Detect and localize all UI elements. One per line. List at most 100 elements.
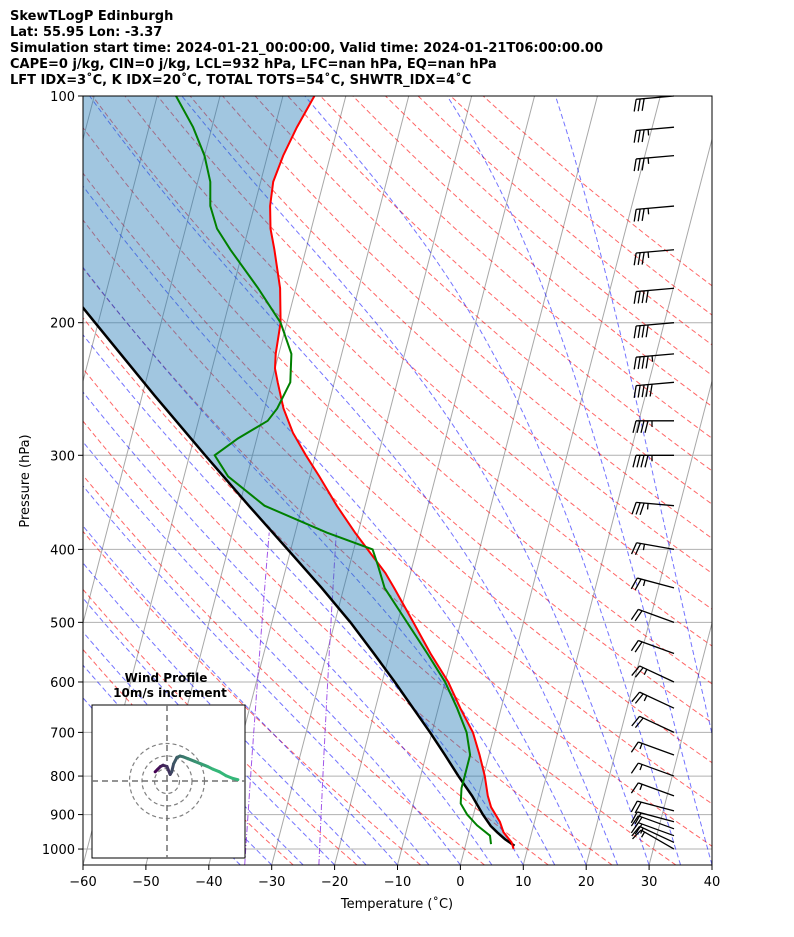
isotherm — [522, 137, 712, 865]
wind-barb-feather — [631, 502, 637, 515]
x-tick-label: 40 — [704, 875, 721, 890]
wind-barb-feather — [645, 324, 649, 338]
y-axis: 1000 900 800 700 600 500 400 300 200 100 — [42, 90, 83, 858]
wind-barb — [630, 608, 675, 623]
mixing-ratio-line — [244, 532, 270, 865]
wind-barb-staff — [636, 126, 675, 132]
hodograph-inset: Wind Profile 10m/s increment — [91, 671, 246, 859]
wind-barb-feather — [637, 208, 641, 222]
wind-barb-feather — [641, 325, 645, 338]
wind-barb-feather — [636, 420, 641, 433]
wind-barb-staff — [637, 577, 675, 589]
wind-barb-feather — [649, 384, 653, 397]
cin-shaded-area — [83, 96, 515, 846]
wind-barb — [630, 639, 675, 655]
wind-barb-feather — [641, 208, 645, 221]
hodograph-title: Wind Profile — [125, 671, 208, 685]
wind-barb-feather — [633, 99, 637, 112]
dry-adiabat — [157, 96, 712, 610]
wind-barb — [631, 501, 675, 515]
wind-barb-feather — [630, 815, 639, 827]
wind-barb — [631, 825, 675, 844]
wind-barb-staff — [638, 741, 675, 756]
chart-title-location: Lat: 55.95 Lon: -3.37 — [10, 25, 163, 40]
wind-barb-feather — [630, 762, 639, 774]
chart-title-station: SkewTLogP Edinburgh — [10, 9, 174, 24]
wind-barb-feather — [634, 578, 642, 591]
wind-barbs — [630, 95, 675, 850]
wind-barb-feather — [634, 823, 643, 835]
wind-barb-feather — [640, 455, 645, 468]
x-tick-label: 30 — [641, 875, 658, 890]
wind-barb-staff — [638, 762, 675, 777]
wind-barb-half-feather — [643, 695, 648, 702]
wind-barb-feather — [634, 816, 643, 828]
wind-barb — [630, 782, 675, 797]
wind-barb-half-feather — [642, 579, 646, 587]
x-tick-label: −40 — [195, 875, 222, 890]
hodograph-trace-segment — [231, 776, 240, 782]
dry-adiabat — [287, 96, 712, 472]
moist-adiabat — [83, 485, 430, 865]
chart-title-times: Simulation start time: 2024-01-21_00:00:… — [10, 41, 603, 56]
wind-barb-feather — [634, 693, 644, 704]
wind-barb-staff — [640, 829, 675, 850]
wind-barb — [630, 542, 675, 556]
isotherm — [585, 379, 712, 865]
wind-barb-half-feather — [640, 827, 644, 834]
wind-barb — [631, 691, 675, 709]
isotherm — [459, 96, 661, 865]
moist-adiabat — [83, 441, 461, 865]
x-axis-label: Temperature (˚C) — [340, 896, 453, 912]
dry-adiabat — [83, 267, 712, 847]
chart-title-indices-2: LFT IDX=3˚C, K IDX=20˚C, TOTAL TOTS=54˚C… — [10, 73, 472, 88]
x-tick-label: 0 — [456, 875, 464, 890]
moist-adiabat — [83, 185, 587, 865]
wind-barb-feather — [630, 741, 639, 753]
background-lines — [83, 96, 712, 865]
wind-barb-staff — [638, 639, 675, 655]
moist-adiabat — [83, 631, 304, 865]
wind-barb-staff — [636, 501, 675, 507]
dry-adiabat — [83, 420, 549, 865]
x-tick-label: −60 — [69, 875, 96, 890]
wind-barb-half-feather — [643, 669, 648, 676]
wind-barb-feather — [636, 455, 641, 468]
wind-barb-staff — [638, 608, 675, 623]
wind-barb — [631, 715, 675, 733]
dewpoint-line — [175, 96, 492, 845]
wind-barb-half-feather — [646, 503, 649, 510]
moist-adiabat — [83, 597, 335, 865]
wind-barb-half-feather — [639, 743, 643, 750]
wind-barb-feather — [630, 608, 639, 620]
wind-barb-feather — [633, 158, 637, 172]
isotherm — [83, 96, 221, 626]
wind-barb-staff — [637, 800, 675, 812]
y-tick-label: 200 — [50, 317, 75, 332]
x-tick-label: −20 — [321, 875, 348, 890]
wind-barb-feather — [637, 252, 641, 265]
wind-barb-feather — [633, 130, 637, 143]
isotherm — [334, 96, 536, 865]
wind-barb-feather — [637, 385, 641, 398]
moist-adiabat — [83, 333, 524, 865]
isotherm — [648, 621, 712, 865]
wind-barb-half-feather — [642, 544, 646, 551]
moist-adiabat — [555, 96, 712, 736]
wind-barb-staff — [636, 287, 675, 293]
wind-barb — [632, 829, 675, 850]
wind-barb-half-feather — [647, 251, 650, 259]
wind-barb-staff — [636, 322, 675, 327]
wind-barb-feather — [645, 356, 649, 369]
wind-barb — [633, 249, 675, 266]
dry-adiabat — [124, 96, 712, 647]
wind-barb-feather — [633, 325, 637, 339]
wind-barb-staff — [638, 815, 675, 830]
wind-barb-feather — [631, 825, 641, 837]
y-tick-label: 700 — [50, 726, 75, 741]
dry-adiabat — [83, 316, 677, 865]
wind-barb-feather — [637, 98, 641, 112]
y-tick-label: 900 — [50, 809, 75, 824]
wind-barb — [630, 815, 675, 830]
wind-barb-feather — [639, 502, 645, 515]
